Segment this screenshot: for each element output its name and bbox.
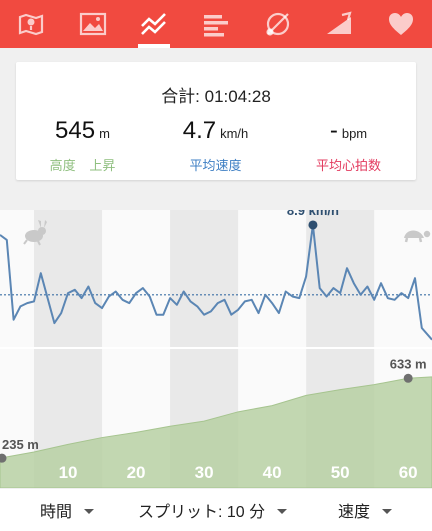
max-elevation-label: 633 m [390, 356, 427, 371]
map-icon [18, 13, 43, 36]
x-axis-selector[interactable]: 時間 [40, 489, 95, 531]
route-icon [266, 12, 289, 36]
heart-rate-label: 平均心拍数 [315, 158, 381, 173]
metric-selector-label: 速度 [338, 504, 371, 521]
elevation-gain-label: 上昇 [89, 158, 116, 173]
chart-controls: 時間 スプリット: 10 分 速度 [0, 489, 432, 531]
total-time: 合計: 01:04:28 [161, 87, 271, 106]
summary-card: 合計: 01:04:28 545 m 高度 上昇 4.7 km/h 平均速度 - bp… [16, 62, 416, 180]
max-speed-label: 8.9 km/h [287, 210, 339, 218]
tab-photos[interactable] [62, 0, 124, 48]
heart-rate-value: - [329, 117, 338, 144]
min-elevation-label: 235 m [2, 437, 39, 452]
splits-icon [204, 15, 229, 37]
x-axis-selector-label: 時間 [40, 504, 73, 521]
chart-icon [141, 13, 167, 35]
x-tick-label: 50 [331, 463, 350, 482]
speed-line [0, 224, 432, 341]
x-tick-label: 60 [399, 463, 418, 482]
elevation-label: 高度 [49, 158, 76, 173]
chevron-down-icon [84, 508, 95, 514]
tab-chart[interactable] [123, 0, 185, 48]
chevron-down-icon [277, 508, 288, 514]
heart-rate-stat: - bpm 平均心拍数 [282, 116, 415, 174]
split-selector-label: スプリット: 10 分 [138, 504, 266, 521]
x-tick-label: 40 [263, 463, 282, 482]
metric-selector[interactable]: 速度 [338, 489, 393, 531]
elevation-stat: 545 m 高度 上昇 [16, 116, 149, 174]
max-elevation-point [403, 373, 413, 383]
heart-icon [389, 13, 414, 35]
turtle-icon [404, 230, 431, 243]
split-selector[interactable]: スプリット: 10 分 [138, 489, 288, 531]
heart-rate-unit: bpm [341, 126, 368, 141]
tab-bar [0, 0, 432, 48]
speed-unit: km/h [220, 126, 249, 141]
speed-value: 4.7 [182, 117, 217, 144]
photo-icon [79, 12, 106, 36]
tab-elevation[interactable] [309, 0, 371, 48]
chart-svg: 8.9 km/h 235 m 633 m 10 20 30 40 50 60 [0, 203, 432, 489]
tab-splits[interactable] [185, 0, 247, 48]
speed-label: 平均速度 [189, 158, 242, 173]
elevation-area [0, 376, 432, 489]
max-speed-point [308, 220, 318, 230]
x-tick-label: 30 [195, 463, 214, 482]
tab-heart[interactable] [370, 0, 432, 48]
chevron-down-icon [382, 508, 393, 514]
elevation-value: 545 [55, 117, 96, 144]
min-elevation-point [0, 453, 7, 463]
speed-stat: 4.7 km/h 平均速度 [149, 116, 282, 174]
x-tick-label: 10 [59, 463, 78, 482]
tab-map[interactable] [0, 0, 62, 48]
elevation-icon [327, 11, 353, 34]
rabbit-icon [23, 220, 47, 246]
elevation-unit: m [99, 126, 110, 141]
activity-chart[interactable]: 8.9 km/h 235 m 633 m 10 20 30 40 50 60 [0, 203, 432, 489]
x-tick-label: 20 [127, 463, 146, 482]
tab-route[interactable] [247, 0, 309, 48]
